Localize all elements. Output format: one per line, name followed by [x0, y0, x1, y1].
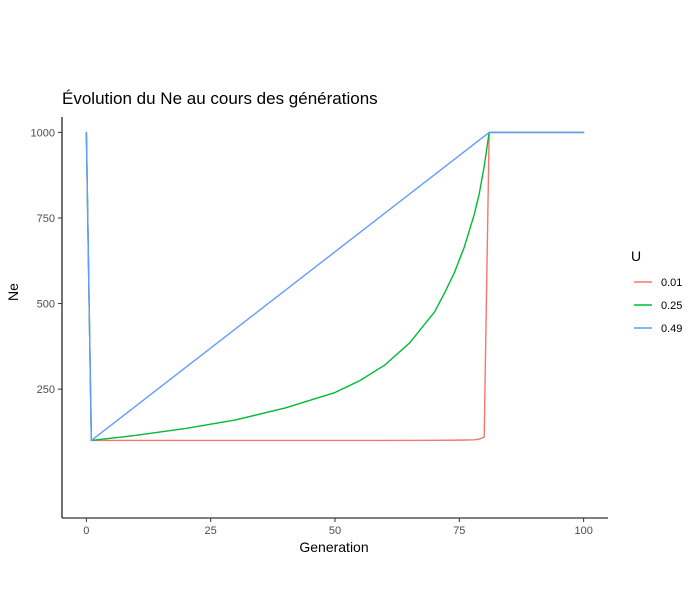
- x-tick-label: 25: [205, 525, 217, 537]
- legend-label-0.01: 0.01: [661, 277, 682, 289]
- x-tick-label: 50: [329, 525, 341, 537]
- x-axis-title: Generation: [299, 539, 368, 555]
- x-tick-label: 0: [83, 525, 89, 537]
- y-tick-label: 1000: [31, 127, 55, 139]
- legend-label-0.25: 0.25: [661, 300, 682, 312]
- chart-title: Évolution du Ne au cours des générations: [62, 89, 378, 108]
- y-tick-label: 750: [37, 213, 55, 225]
- series-line-0.01: [85, 131, 585, 442]
- x-tick-label: 75: [453, 525, 465, 537]
- legend: U 0.01 0.25 0.49: [631, 248, 682, 335]
- y-tick-label: 250: [37, 384, 55, 396]
- y-tick-label: 500: [37, 299, 55, 311]
- series-line-0.25: [85, 131, 585, 442]
- plot-area: [85, 131, 585, 442]
- legend-label-0.49: 0.49: [661, 323, 682, 335]
- series-line-0.49: [85, 131, 585, 442]
- chart-title-group: Évolution du Ne au cours des générations: [62, 89, 378, 108]
- x-tick-label: 100: [574, 525, 592, 537]
- axes: 0 25 50 75 100 250 500 750 1000: [31, 117, 608, 537]
- legend-title: U: [631, 248, 641, 264]
- y-axis-title: Ne: [5, 283, 21, 301]
